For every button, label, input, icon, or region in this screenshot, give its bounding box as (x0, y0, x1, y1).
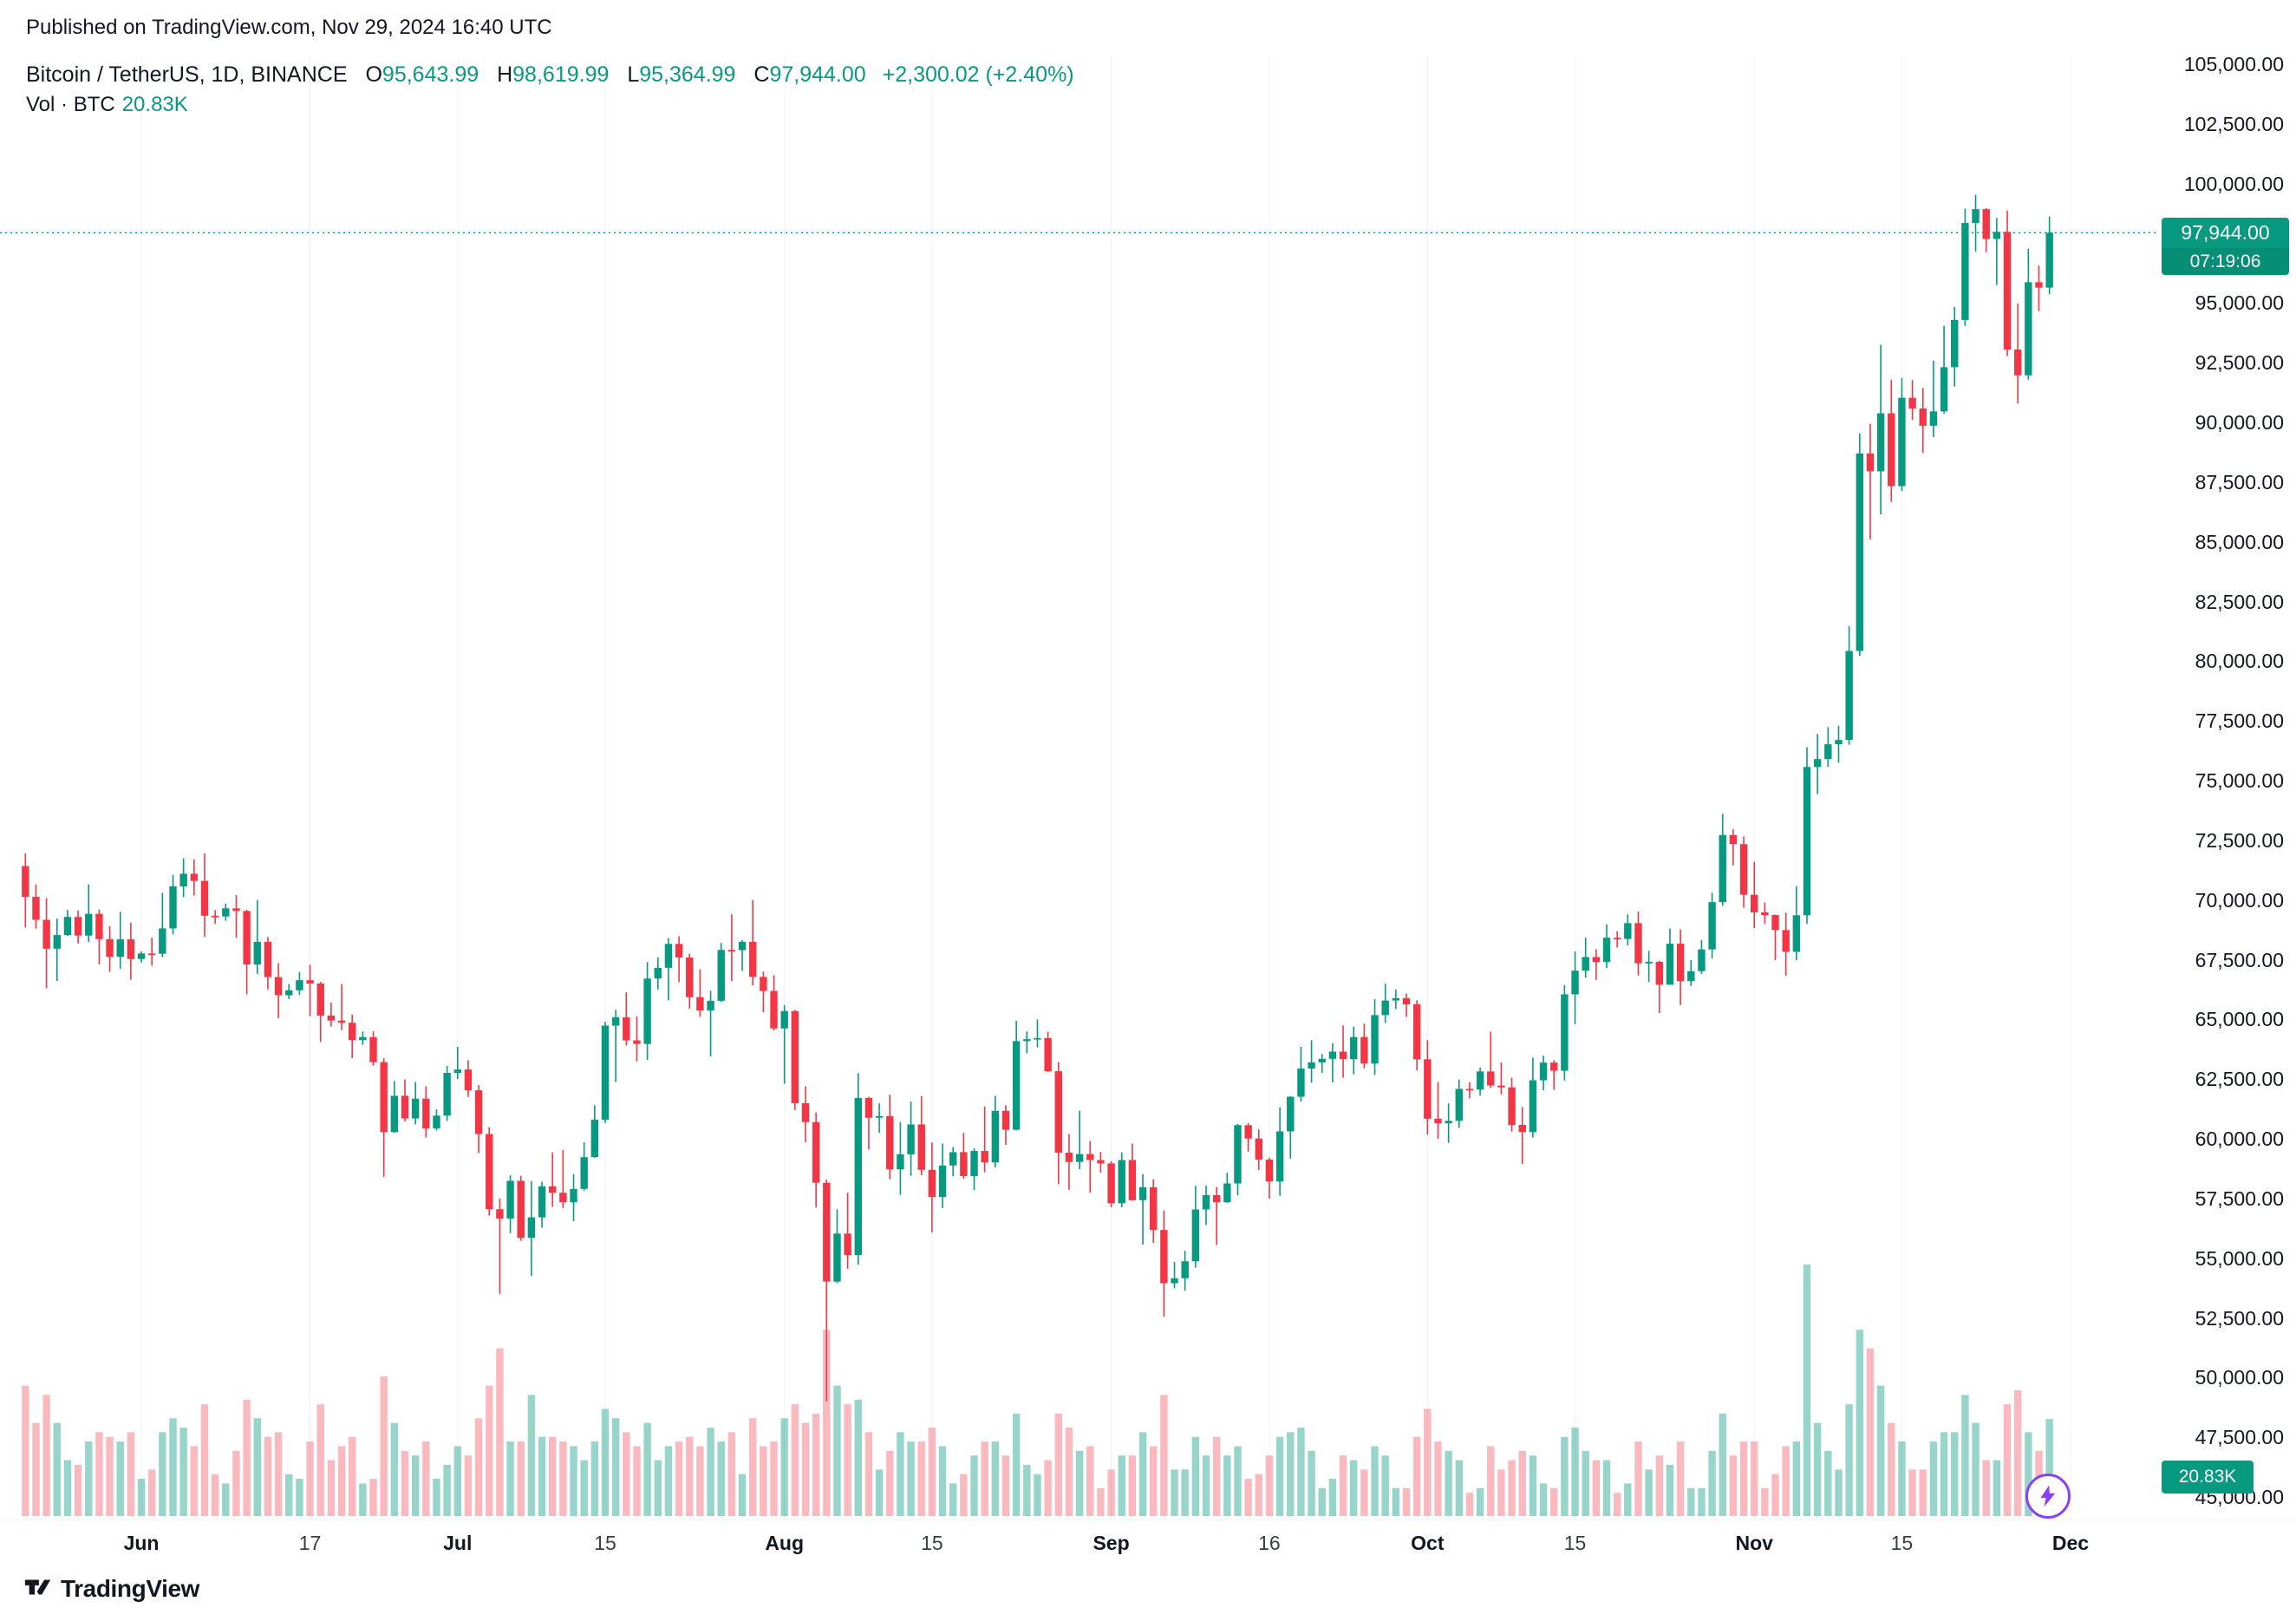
price-axis-label: 90,000.00 (2195, 411, 2284, 434)
volume-axis-badge: 20.83K (2162, 1461, 2254, 1494)
bar-countdown: 07:19:06 (2162, 248, 2289, 276)
price-axis-label: 62,500.00 (2195, 1068, 2284, 1091)
time-axis-label-aug: Aug (765, 1532, 805, 1554)
legend-line-ohlc: Bitcoin / TetherUS, 1D, BINANCE O95,643.… (26, 61, 1074, 88)
time-axis-label-jul: Jul (443, 1532, 473, 1554)
symbol-title: Bitcoin / TetherUS, 1D, BINANCE (26, 62, 348, 87)
time-axis-label-sep: Sep (1093, 1532, 1130, 1554)
footer: TradingView (23, 1570, 199, 1608)
time-axis-label-16: 16 (1258, 1532, 1281, 1554)
price-change: +2,300.02 (+2.40%) (882, 62, 1074, 87)
legend-line-volume: Vol · BTC 20.83K (26, 92, 1074, 118)
chart-area[interactable]: Bitcoin / TetherUS, 1D, BINANCE O95,643.… (0, 53, 2296, 1520)
last-price-value: 97,944.00 (2181, 221, 2270, 245)
time-axis-label-nov: Nov (1735, 1532, 1773, 1554)
price-axis-label: 87,500.00 (2195, 470, 2284, 494)
ohlc-high: H98,619.99 (497, 62, 609, 87)
ohlc-low-value: 95,364.99 (639, 62, 736, 87)
time-axis-label-15: 15 (1563, 1532, 1587, 1554)
ohlc-close-value: 97,944.00 (769, 62, 866, 87)
price-axis-label: 67,500.00 (2195, 948, 2284, 971)
price-axis-label: 47,500.00 (2195, 1426, 2284, 1449)
volume-value: 20.83K (121, 93, 188, 116)
price-axis-label: 55,000.00 (2195, 1246, 2284, 1270)
published-bar: Published on TradingView.com, Nov 29, 20… (0, 0, 2296, 56)
price-axis-label: 80,000.00 (2195, 650, 2284, 673)
time-axis-label-15: 15 (1890, 1532, 1914, 1554)
price-axis-label: 102,500.00 (2183, 112, 2284, 135)
price-axis-label: 65,000.00 (2195, 1008, 2284, 1031)
ohlc-close-label: C (753, 62, 770, 87)
price-axis-label: 70,000.00 (2195, 888, 2284, 912)
time-axis-label-15: 15 (921, 1532, 943, 1554)
published-text: Published on TradingView.com, Nov 29, 20… (26, 16, 552, 39)
tradingview-brand[interactable]: TradingView (61, 1575, 200, 1602)
price-axis-label: 72,500.00 (2195, 828, 2284, 852)
price-axis-label: 77,500.00 (2195, 709, 2284, 733)
tradingview-logo-icon[interactable] (23, 1572, 52, 1606)
symbol-legend: Bitcoin / TetherUS, 1D, BINANCE O95,643.… (26, 61, 1074, 118)
time-axis-label-jun: Jun (123, 1532, 160, 1554)
ohlc-high-value: 98,619.99 (512, 62, 610, 87)
ohlc-open: O95,643.99 (365, 62, 479, 87)
ohlc-close: C97,944.00 (753, 62, 865, 87)
time-axis-label-15: 15 (594, 1532, 616, 1554)
time-axis-label-17: 17 (298, 1532, 322, 1554)
ohlc-open-label: O (365, 62, 382, 87)
candlestick-plot[interactable] (0, 56, 2159, 1520)
flash-snapshot-icon[interactable] (2025, 1474, 2071, 1519)
price-axis-label: 57,500.00 (2195, 1186, 2284, 1210)
price-axis-label: 75,000.00 (2195, 769, 2284, 792)
price-axis-label: 50,000.00 (2195, 1366, 2284, 1389)
price-axis-label: 100,000.00 (2183, 172, 2284, 195)
ohlc-open-value: 95,643.99 (382, 62, 479, 87)
time-axis: Jun 17 Jul 15 Aug 15 Sep 16 Oct 15 Nov 15 Dec (0, 1520, 2296, 1568)
price-axis-label: 82,500.00 (2195, 590, 2284, 613)
time-axis-label-dec: Dec (2051, 1532, 2090, 1554)
lightning-bolt-icon (2040, 1485, 2056, 1507)
ohlc-low: L95,364.99 (627, 62, 735, 87)
volume-label: Vol · BTC (26, 93, 115, 116)
time-axis-label-oct: Oct (1411, 1532, 1445, 1554)
price-axis-label: 85,000.00 (2195, 530, 2284, 553)
ohlc-low-label: L (627, 62, 640, 87)
last-price-badge: 97,944.00 07:19:06 (2162, 218, 2289, 276)
price-axis-label: 92,500.00 (2195, 351, 2284, 375)
price-axis-label: 52,500.00 (2195, 1306, 2284, 1330)
ohlc-high-label: H (497, 62, 513, 87)
price-axis-label: 60,000.00 (2195, 1128, 2284, 1150)
price-axis-label: 95,000.00 (2195, 291, 2284, 315)
price-axis: 20.83K 105,000.00 102,500.00 100,000.00 97,… (2159, 53, 2296, 1520)
price-axis-label: 105,000.00 (2183, 53, 2284, 75)
